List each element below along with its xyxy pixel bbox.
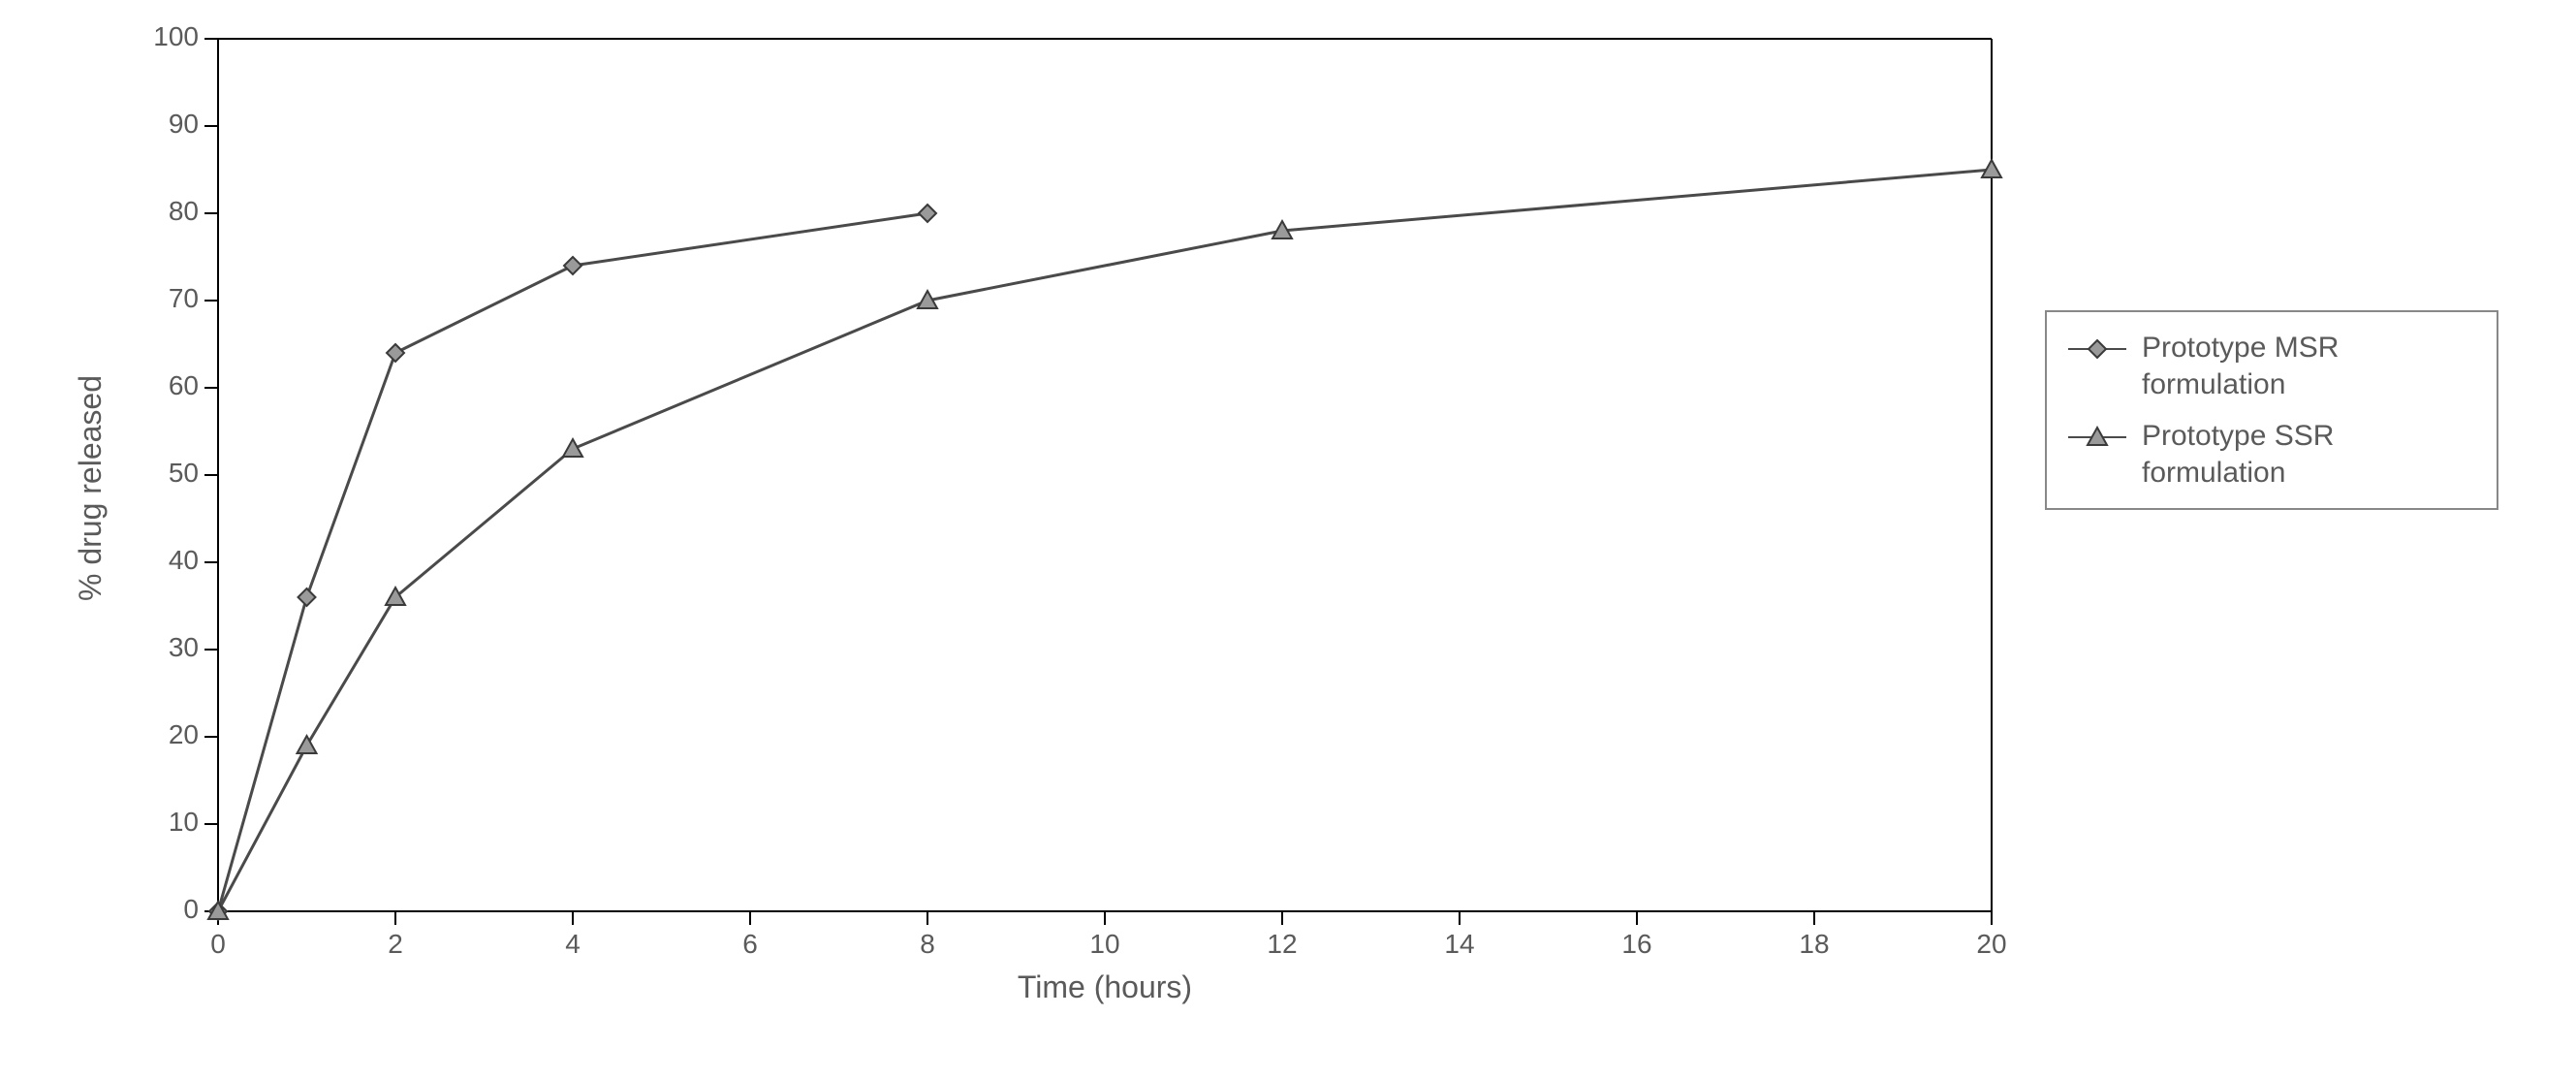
y-tick-label: 30 <box>131 632 199 663</box>
plot-svg <box>218 39 1992 911</box>
y-tick-label: 20 <box>131 719 199 750</box>
data-marker <box>298 588 316 606</box>
legend: Prototype MSR formulation Prototype SSR f… <box>2045 310 2498 510</box>
y-tick-label: 0 <box>131 894 199 925</box>
x-tick-label: 0 <box>189 929 247 960</box>
y-tick-label: 90 <box>131 109 199 140</box>
x-tick-label: 20 <box>1963 929 2021 960</box>
x-tick-label: 14 <box>1430 929 1489 960</box>
drug-release-chart: % drug released Time (hours) Prototype M… <box>0 0 2576 1080</box>
y-tick-label: 60 <box>131 370 199 401</box>
x-tick-label: 6 <box>721 929 779 960</box>
data-marker <box>387 344 404 362</box>
data-marker <box>564 257 581 274</box>
x-tick-label: 18 <box>1785 929 1843 960</box>
x-tick-label: 12 <box>1253 929 1311 960</box>
legend-swatch <box>2068 424 2126 451</box>
legend-label: Prototype SSR formulation <box>2142 418 2475 491</box>
y-tick-label: 10 <box>131 807 199 838</box>
x-axis-title: Time (hours) <box>989 969 1221 1005</box>
y-tick-label: 80 <box>131 196 199 227</box>
data-marker <box>298 736 317 753</box>
legend-item: Prototype SSR formulation <box>2068 418 2475 491</box>
y-tick-label: 50 <box>131 458 199 489</box>
x-tick-label: 4 <box>544 929 602 960</box>
x-tick-label: 8 <box>898 929 957 960</box>
y-tick-label: 100 <box>131 21 199 52</box>
legend-label: Prototype MSR formulation <box>2142 330 2475 402</box>
x-tick-label: 2 <box>366 929 424 960</box>
x-tick-label: 10 <box>1076 929 1134 960</box>
y-tick-label: 40 <box>131 545 199 576</box>
data-marker <box>563 439 582 457</box>
data-marker <box>919 205 936 222</box>
plot-area <box>218 39 1992 911</box>
data-marker <box>1982 160 2001 177</box>
x-tick-label: 16 <box>1608 929 1666 960</box>
y-axis-title: % drug released <box>73 375 109 601</box>
y-tick-label: 70 <box>131 283 199 314</box>
legend-item: Prototype MSR formulation <box>2068 330 2475 402</box>
legend-swatch <box>2068 335 2126 363</box>
